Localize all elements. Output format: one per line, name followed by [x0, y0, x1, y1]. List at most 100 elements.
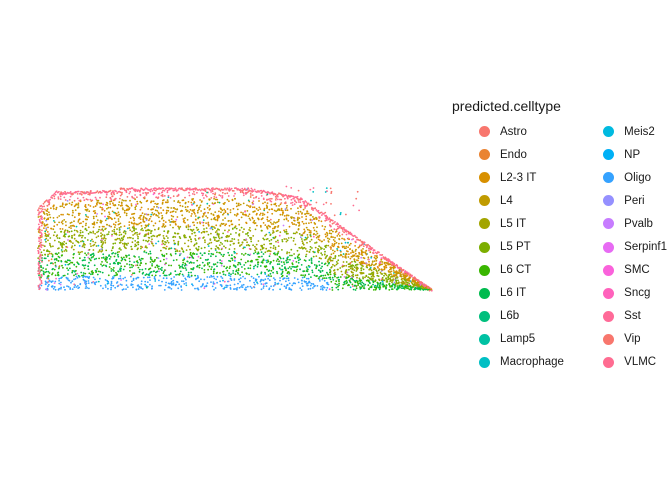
cell-point [220, 260, 223, 262]
cell-point [322, 277, 324, 280]
cell-point [242, 247, 245, 250]
cell-point [71, 270, 74, 272]
cell-point [293, 269, 295, 272]
cell-point [193, 253, 196, 255]
cell-point [285, 261, 288, 264]
cell-point [366, 279, 369, 281]
cell-point [125, 204, 128, 207]
cell-point [120, 259, 123, 262]
cell-point [259, 208, 262, 211]
cell-point [368, 247, 370, 250]
cell-point [182, 280, 185, 283]
cell-point [101, 206, 103, 209]
cell-point [325, 277, 328, 279]
cell-point [111, 230, 114, 232]
cell-point [151, 260, 154, 263]
cell-point [39, 248, 42, 251]
cell-point [102, 237, 105, 240]
cell-point [99, 196, 101, 199]
cell-point [63, 206, 65, 209]
cell-point [100, 202, 103, 205]
cell-point [259, 212, 262, 215]
cell-point [321, 284, 324, 287]
cell-point [305, 281, 308, 283]
cell-point [210, 281, 212, 283]
cell-point [311, 269, 314, 272]
cell-point [215, 224, 218, 227]
cell-point [140, 225, 143, 227]
cell-point [187, 201, 190, 203]
cell-point [198, 266, 201, 269]
cell-point [178, 254, 181, 257]
cell-point [81, 231, 84, 234]
cell-point [40, 235, 42, 238]
cell-point [321, 265, 323, 268]
cell-point [212, 187, 214, 189]
cell-point [69, 195, 72, 198]
cell-point [247, 215, 250, 218]
cell-point [71, 237, 73, 239]
cell-point [269, 218, 272, 221]
cell-point [148, 274, 151, 276]
cell-point [97, 199, 100, 202]
cell-point [323, 286, 326, 289]
cell-point [346, 273, 348, 276]
cell-point [92, 276, 95, 279]
cell-point [134, 206, 137, 209]
cell-point [38, 255, 41, 258]
cell-point [190, 256, 193, 259]
cell-point [228, 229, 230, 232]
cell-point [44, 224, 47, 227]
cell-point [63, 196, 66, 199]
cell-point [236, 208, 239, 211]
cell-point [215, 240, 218, 243]
cell-point [41, 205, 44, 208]
cell-point [106, 207, 108, 210]
cell-point [301, 216, 303, 218]
cell-point [373, 264, 375, 267]
cell-point [124, 259, 127, 262]
cell-point [257, 262, 259, 264]
cell-point [90, 245, 92, 248]
cell-point [391, 281, 393, 284]
cell-point [320, 275, 322, 278]
cell-point [323, 239, 325, 241]
cell-point [343, 231, 345, 234]
cell-point [305, 226, 308, 229]
cell-point [354, 280, 357, 283]
cell-point [286, 251, 289, 254]
cell-point [268, 231, 271, 234]
cell-point [174, 223, 177, 225]
cell-point [302, 274, 304, 277]
cell-point [89, 190, 92, 193]
cell-point [166, 232, 169, 234]
cell-point [274, 248, 277, 251]
legend-key [479, 356, 490, 368]
cell-point [342, 255, 344, 258]
cell-point [397, 282, 400, 285]
cell-point [302, 270, 305, 272]
cell-point [145, 239, 147, 242]
cell-point [89, 231, 91, 234]
cell-point [147, 253, 150, 255]
cell-point [239, 280, 242, 283]
cell-point [112, 284, 115, 287]
cell-point [309, 246, 312, 248]
cell-point [162, 277, 165, 280]
cell-point [197, 288, 200, 291]
cell-point [72, 211, 74, 214]
cell-point [77, 221, 80, 223]
cell-point [104, 241, 107, 244]
cell-point [40, 257, 43, 259]
cell-point [192, 284, 194, 287]
cell-point [228, 224, 231, 227]
cell-point [167, 282, 170, 285]
cell-point [218, 237, 221, 240]
cell-point [84, 259, 86, 261]
cell-point [120, 267, 122, 270]
cell-point [281, 265, 283, 267]
cell-point [111, 235, 113, 237]
cell-point [338, 231, 341, 234]
cell-point [332, 252, 335, 255]
cell-point [325, 217, 327, 220]
